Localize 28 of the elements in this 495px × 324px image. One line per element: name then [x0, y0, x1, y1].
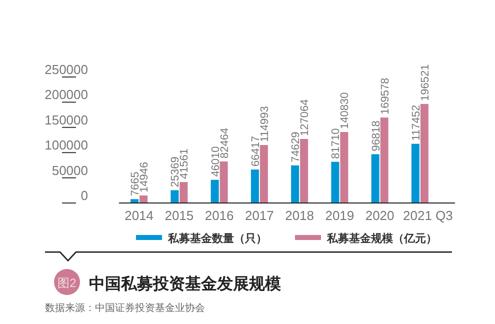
y-tick-label: 150000 [44, 112, 88, 128]
data-label: 169578 [379, 78, 392, 115]
y-tick-label: 0 [80, 188, 88, 203]
x-tick-label: 2015 [164, 208, 194, 223]
data-label: 196521 [419, 64, 432, 101]
source-note: 数据来源：中国证券投资基金业协会 [45, 302, 205, 314]
y-tick-label: 50000 [52, 162, 88, 178]
data-label: 14946 [138, 162, 151, 192]
y-tick-label: 250000 [44, 62, 88, 77]
data-label: 81710 [330, 128, 342, 159]
x-tick-label: 2020 [365, 208, 394, 223]
caption: 图2 [58, 276, 77, 290]
x-tick-label: 2016 [204, 208, 234, 223]
data-label: 96818 [370, 120, 382, 152]
legend-label: 私募基金规模（亿元） [326, 232, 437, 245]
y-tick-label: 200000 [44, 87, 88, 102]
x-tick-label: 2021 Q3 [403, 208, 453, 223]
x-tick-label: 2017 [244, 208, 274, 223]
x-tick-label: 2019 [325, 208, 354, 223]
text: 中国私募投资基金发展规模 [89, 275, 281, 293]
data-label: 41561 [178, 148, 191, 180]
x-tick-label: 2018 [285, 208, 314, 223]
y-tick-label: 100000 [44, 138, 88, 153]
data-label: 127064 [299, 99, 312, 136]
x-tick-label: 2014 [124, 208, 154, 223]
legend-label: 私募基金数量（只） [167, 232, 267, 245]
data-label: 117452 [410, 104, 422, 141]
data-label: 140830 [339, 92, 352, 130]
